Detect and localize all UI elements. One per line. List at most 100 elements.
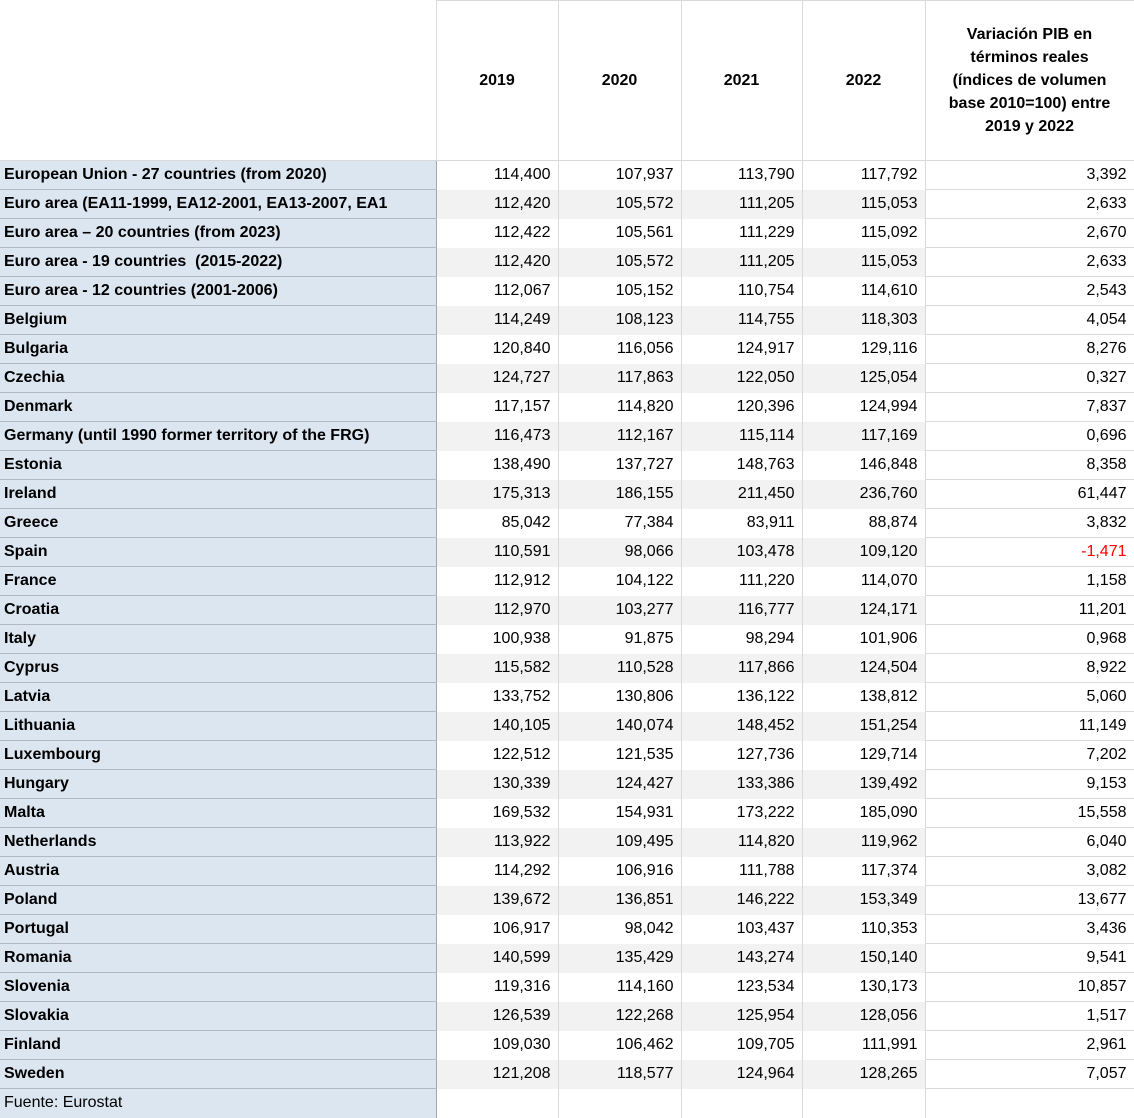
row-label: Ireland xyxy=(0,479,437,509)
year-value-cell: 117,792 xyxy=(802,160,926,190)
year-value-cell: 128,265 xyxy=(802,1059,926,1089)
variation-value-cell: 3,082 xyxy=(925,856,1134,886)
table-row: Netherlands 113,922 109,495 114,820 119,962 6… xyxy=(0,827,1134,857)
variation-value-cell: 2,961 xyxy=(925,1030,1134,1060)
year-value-cell: 111,788 xyxy=(681,856,803,886)
year-value-cell: 117,863 xyxy=(558,363,682,393)
year-value-cell: 115,053 xyxy=(802,189,926,219)
row-label: Poland xyxy=(0,885,437,915)
year-value-cell: 125,954 xyxy=(681,1001,803,1031)
year-value-cell: 148,452 xyxy=(681,711,803,741)
row-label: Bulgaria xyxy=(0,334,437,364)
year-value-cell: 122,512 xyxy=(436,740,559,770)
year-value-cell: 112,970 xyxy=(436,595,559,625)
year-value-cell: 121,535 xyxy=(558,740,682,770)
year-value-cell: 133,752 xyxy=(436,682,559,712)
variation-value-cell: 1,158 xyxy=(925,566,1134,596)
year-value-cell: 111,991 xyxy=(802,1030,926,1060)
year-value-cell: 130,339 xyxy=(436,769,559,799)
year-value-cell: 104,122 xyxy=(558,566,682,596)
year-value-cell: 105,152 xyxy=(558,276,682,306)
year-value-cell: 129,116 xyxy=(802,334,926,364)
year-value-cell: 148,763 xyxy=(681,450,803,480)
year-value-cell: 153,349 xyxy=(802,885,926,915)
table-row: Euro area (EA11-1999, EA12-2001, EA13-20… xyxy=(0,189,1134,219)
year-value-cell: 124,917 xyxy=(681,334,803,364)
table-row: Italy 100,938 91,875 98,294 101,906 0,968 xyxy=(0,624,1134,654)
year-value-cell: 122,268 xyxy=(558,1001,682,1031)
year-value-cell: 105,572 xyxy=(558,189,682,219)
year-value-cell: 135,429 xyxy=(558,943,682,973)
table-row: Estonia 138,490 137,727 148,763 146,848 8,358 xyxy=(0,450,1134,480)
row-label: Lithuania xyxy=(0,711,437,741)
year-value-cell: 175,313 xyxy=(436,479,559,509)
year-value-cell: 109,495 xyxy=(558,827,682,857)
table-row: European Union - 27 countries (from 2020… xyxy=(0,160,1134,190)
year-value-cell: 129,714 xyxy=(802,740,926,770)
year-value-cell: 110,754 xyxy=(681,276,803,306)
year-value-cell: 114,160 xyxy=(558,972,682,1002)
year-value-cell: 112,420 xyxy=(436,247,559,277)
year-value-cell: 116,056 xyxy=(558,334,682,364)
year-value-cell: 123,534 xyxy=(681,972,803,1002)
header-row: 2019 2020 2021 2022 Variación PIB en tér… xyxy=(0,0,1134,161)
year-value-cell: 185,090 xyxy=(802,798,926,828)
row-label: Czechia xyxy=(0,363,437,393)
table-row: Sweden 121,208 118,577 124,964 128,265 7,057 xyxy=(0,1059,1134,1089)
variation-value-cell: 61,447 xyxy=(925,479,1134,509)
variation-value-cell: 2,633 xyxy=(925,247,1134,277)
year-value-cell: 125,054 xyxy=(802,363,926,393)
row-label: Germany (until 1990 former territory of … xyxy=(0,421,437,451)
year-value-cell: 106,462 xyxy=(558,1030,682,1060)
year-value-cell: 124,994 xyxy=(802,392,926,422)
year-value-cell: 143,274 xyxy=(681,943,803,973)
year-value-cell: 117,157 xyxy=(436,392,559,422)
table-row: Finland 109,030 106,462 109,705 111,991 2,961 xyxy=(0,1030,1134,1060)
year-value-cell: 109,705 xyxy=(681,1030,803,1060)
year-value-cell: 126,539 xyxy=(436,1001,559,1031)
year-value-cell: 236,760 xyxy=(802,479,926,509)
variation-value-cell: 4,054 xyxy=(925,305,1134,335)
year-value-cell: 88,874 xyxy=(802,508,926,538)
year-value-cell: 130,173 xyxy=(802,972,926,1002)
row-label: Malta xyxy=(0,798,437,828)
variation-value-cell: 5,060 xyxy=(925,682,1134,712)
year-value-cell: 117,866 xyxy=(681,653,803,683)
variation-value-cell: 13,677 xyxy=(925,885,1134,915)
year-value-cell: 151,254 xyxy=(802,711,926,741)
year-value-cell: 112,167 xyxy=(558,421,682,451)
row-label: Greece xyxy=(0,508,437,538)
variation-value-cell: 8,358 xyxy=(925,450,1134,480)
col-header-2019: 2019 xyxy=(435,0,559,161)
year-value-cell: 105,561 xyxy=(558,218,682,248)
variation-value-cell: 0,327 xyxy=(925,363,1134,393)
variation-value-cell: 0,696 xyxy=(925,421,1134,451)
year-value-cell: 120,396 xyxy=(681,392,803,422)
variation-value-cell: 2,633 xyxy=(925,189,1134,219)
year-value-cell: 111,229 xyxy=(681,218,803,248)
year-value-cell: 136,122 xyxy=(681,682,803,712)
year-value-cell: 103,437 xyxy=(681,914,803,944)
year-value-cell: 108,123 xyxy=(558,305,682,335)
row-label: European Union - 27 countries (from 2020… xyxy=(0,160,437,190)
row-label: Slovakia xyxy=(0,1001,437,1031)
row-label: Sweden xyxy=(0,1059,437,1089)
variation-value-cell: 6,040 xyxy=(925,827,1134,857)
row-label: Euro area - 12 countries (2001-2006) xyxy=(0,276,437,306)
year-value-cell: 137,727 xyxy=(558,450,682,480)
year-value-cell: 118,577 xyxy=(558,1059,682,1089)
year-value-cell: 91,875 xyxy=(558,624,682,654)
year-value-cell: 114,249 xyxy=(436,305,559,335)
year-value-cell: 211,450 xyxy=(681,479,803,509)
table-row: Luxembourg 122,512 121,535 127,736 129,714 7,… xyxy=(0,740,1134,770)
variation-value-cell: 0,968 xyxy=(925,624,1134,654)
row-label: France xyxy=(0,566,437,596)
table-row: Euro area - 19 countries (2015-2022) 112,… xyxy=(0,247,1134,277)
year-value-cell: 114,610 xyxy=(802,276,926,306)
year-value-cell: 112,422 xyxy=(436,218,559,248)
table-row: Cyprus 115,582 110,528 117,866 124,504 8,922 xyxy=(0,653,1134,683)
row-label: Estonia xyxy=(0,450,437,480)
variation-value-cell: 7,057 xyxy=(925,1059,1134,1089)
year-value-cell: 115,092 xyxy=(802,218,926,248)
variation-value-cell: 8,922 xyxy=(925,653,1134,683)
